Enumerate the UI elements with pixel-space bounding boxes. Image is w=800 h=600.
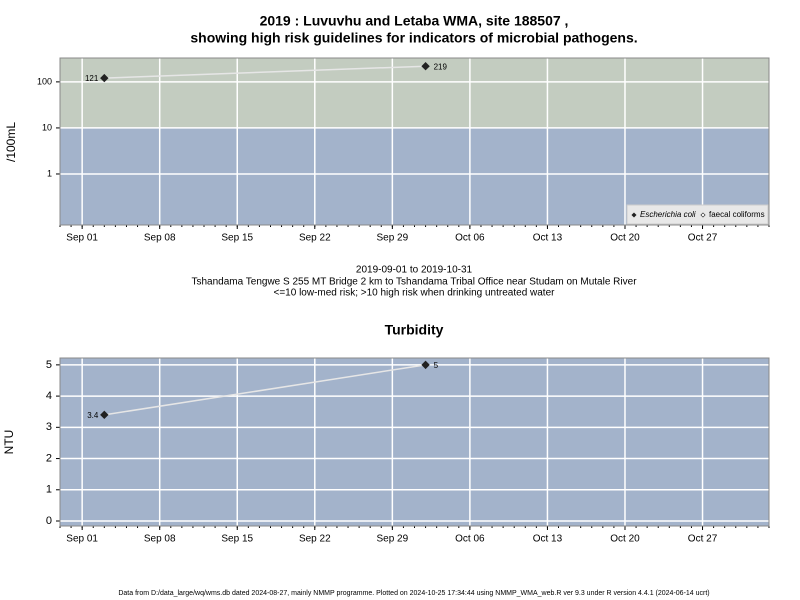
x-tick-label: Oct 20: [610, 233, 640, 244]
data-point: [421, 61, 430, 71]
x-tick-label: Oct 20: [610, 534, 640, 545]
x-tick-label: Oct 06: [455, 233, 485, 244]
data-label: 3.4: [87, 411, 99, 420]
y-axis-label: /100mL: [4, 122, 18, 162]
x-tick-label: Sep 29: [376, 233, 408, 244]
x-tick-label: Sep 01: [66, 534, 98, 545]
footer: Data from D:/data_large/wq/wms.db dated …: [118, 590, 709, 597]
series-line: [104, 364, 426, 416]
plot-frame: [59, 57, 770, 226]
chart-title: 2019 : Luvuvhu and Letaba WMA, site 1885…: [260, 13, 569, 29]
caption: 2019-09-01 to 2019-10-31: [356, 265, 473, 276]
x-tick-label: Sep 22: [299, 534, 331, 545]
x-tick-label: Sep 29: [376, 534, 408, 545]
x-tick-label: Sep 08: [144, 534, 176, 545]
legend-marker: [631, 212, 637, 218]
chart-title: showing high risk guidelines for indicat…: [190, 30, 637, 46]
x-tick-label: Oct 06: [455, 534, 485, 545]
y-axis-label: NTU: [2, 430, 16, 455]
y-tick-label: 1: [47, 168, 52, 178]
plot-frame: [59, 357, 770, 527]
caption: <=10 low-med risk; >10 high risk when dr…: [274, 288, 556, 299]
data-point: [421, 360, 430, 370]
data-label: 5: [434, 361, 439, 370]
band: [60, 358, 769, 526]
x-tick-label: Sep 15: [221, 233, 253, 244]
data-point: [100, 73, 109, 83]
data-label: 219: [434, 62, 448, 71]
x-tick-label: Sep 08: [144, 233, 176, 244]
data-label: 121: [85, 74, 99, 83]
y-tick-label: 2: [46, 452, 52, 464]
legend-marker: [700, 212, 706, 218]
x-tick-label: Oct 13: [533, 233, 563, 244]
x-tick-label: Sep 15: [221, 534, 253, 545]
series-line: [104, 65, 426, 79]
x-tick-label: Oct 27: [688, 534, 718, 545]
x-tick-label: Sep 01: [66, 233, 98, 244]
band: [60, 58, 769, 128]
y-tick-label: 5: [46, 359, 52, 371]
y-tick-label: 3: [46, 421, 52, 433]
data-point: [100, 410, 109, 420]
y-tick-label: 4: [46, 390, 52, 402]
legend-label: Escherichia coli: [640, 210, 696, 219]
x-tick-label: Oct 13: [533, 534, 563, 545]
legend: [626, 204, 769, 225]
y-tick-label: 100: [37, 76, 52, 86]
y-tick-label: 0: [46, 515, 52, 527]
x-tick-label: Oct 27: [688, 233, 718, 244]
chart-title: Turbidity: [385, 322, 444, 338]
caption: Tshandama Tengwe S 255 MT Bridge 2 km to…: [191, 277, 637, 288]
legend-label: faecal coliforms: [709, 210, 765, 219]
y-tick-label: 1: [46, 484, 52, 496]
x-tick-label: Sep 22: [299, 233, 331, 244]
y-tick-label: 10: [42, 122, 52, 132]
